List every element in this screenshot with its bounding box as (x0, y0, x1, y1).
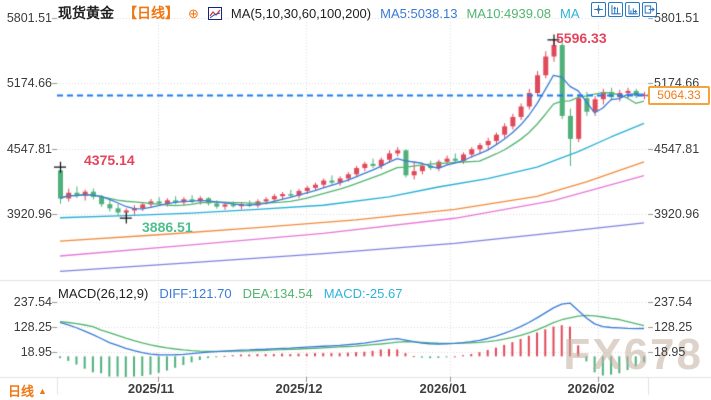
candlestick-chart-icon (207, 6, 222, 20)
pan-right-icon[interactable] (642, 2, 657, 17)
macd-axis-label: 237.54 (13, 295, 52, 309)
indicator-window-up-icon[interactable] (608, 2, 623, 17)
ma10-value-label: MA10:4939.08 (466, 5, 552, 21)
peak-high-annotation: 5596.33 (556, 30, 607, 46)
macd-axis-label: 128.25 (13, 320, 52, 334)
period-tag: 【日线】 (123, 5, 179, 21)
macd-axis-label: 237.54 (654, 295, 693, 309)
triangle-up-icon: ▲ (38, 385, 47, 396)
crosshair-icon[interactable] (591, 2, 606, 17)
x-axis-label: 2026/01 (419, 381, 467, 396)
macd-axis-label: 128.25 (654, 320, 693, 334)
price-axis-label: 5801.51 (654, 11, 700, 25)
left-high-annotation: 4375.14 (84, 152, 135, 168)
price-axis-label: 4547.81 (654, 142, 700, 156)
symbol-name: 现货黄金 (58, 5, 114, 21)
indicator-window-right-icon[interactable] (625, 2, 640, 17)
ma5-value-label: MA5:5038.13 (380, 5, 458, 21)
period-selector[interactable]: 日线 ▲ (8, 381, 47, 400)
ma-params-label: MA(5,10,30,60,100,200) (230, 5, 372, 21)
price-axis-label: 5801.51 (6, 11, 52, 25)
chart-toolbar (591, 2, 657, 17)
add-indicator-icon[interactable]: ⊕ (188, 5, 199, 21)
macd-axis-label: 18.95 (654, 345, 686, 359)
chart-header: 现货黄金 【日线】 ⊕ MA(5,10,30,60,100,200) MA5:5… (58, 3, 580, 23)
macd-header: MACD(26,12,9) DIFF:121.70 DEA:134.54 MAC… (58, 286, 402, 301)
period-label: 日线 (8, 384, 35, 399)
macd-title: MACD(26,12,9) (58, 286, 149, 301)
low-annotation: 3886.51 (142, 219, 193, 235)
price-axis-label: 3920.96 (6, 207, 52, 221)
macd-axis-label: 18.95 (20, 345, 52, 359)
macd-diff-label: DIFF:121.70 (159, 286, 232, 301)
macd-value-label: MACD:-25.67 (323, 286, 403, 301)
price-axis-label: 5174.66 (6, 76, 52, 90)
price-axis-label: 3920.96 (654, 207, 700, 221)
x-axis-label: 2026/02 (567, 381, 615, 396)
price-axis-label: 4547.81 (6, 142, 52, 156)
last-price-badge: 5064.33 (648, 85, 710, 105)
x-axis-label: 2025/12 (275, 381, 323, 396)
fx678-watermark: FX678 (563, 330, 703, 379)
x-axis-label: 2025/11 (127, 381, 175, 396)
macd-dea-label: DEA:134.54 (242, 286, 313, 301)
ma-more-label: MA (560, 5, 580, 21)
